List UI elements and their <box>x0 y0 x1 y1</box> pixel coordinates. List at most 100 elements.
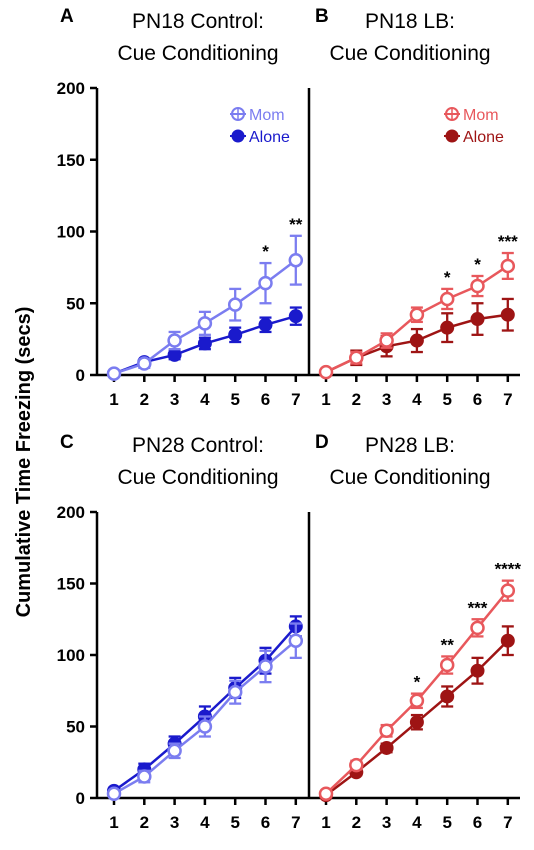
data-point-open <box>197 719 213 734</box>
x-tick-label: 6 <box>261 390 270 409</box>
data-point-open <box>470 278 485 294</box>
y-tick-label: 100 <box>57 646 85 665</box>
x-tick-label: 4 <box>200 390 210 409</box>
data-point-open <box>227 684 243 700</box>
x-tick-label: 4 <box>200 813 210 832</box>
x-tick-label: 1 <box>109 390 118 409</box>
x-tick-label: 3 <box>382 390 391 409</box>
data-point-filled <box>470 663 485 678</box>
x-tick-label: 4 <box>412 813 422 832</box>
series-mom <box>318 251 516 380</box>
y-tick-label: 50 <box>66 294 85 313</box>
x-tick-label: 6 <box>261 813 270 832</box>
series-alone <box>319 625 515 803</box>
x-tick-label: 6 <box>473 390 482 409</box>
legend-label: Alone <box>463 129 504 146</box>
significance-marker: * <box>474 255 481 274</box>
data-point-open <box>137 769 152 784</box>
x-tick-label: 6 <box>473 813 482 832</box>
panel-title-line2: Cue Conditioning <box>117 42 278 65</box>
data-point-filled <box>379 740 394 755</box>
data-point-open <box>439 291 455 307</box>
series-mom <box>318 579 516 801</box>
x-tick-label: 2 <box>140 390 149 409</box>
x-tick-label: 2 <box>352 390 361 409</box>
data-point-open <box>137 356 152 371</box>
significance-marker: * <box>262 242 269 261</box>
data-point-filled <box>409 333 424 348</box>
data-point-open <box>409 307 425 322</box>
series-alone <box>107 615 303 798</box>
data-point-filled <box>258 317 273 332</box>
significance-marker: * <box>444 268 451 287</box>
data-point-open <box>227 297 243 312</box>
data-point-open <box>500 258 516 274</box>
significance-marker: ** <box>289 215 303 234</box>
x-tick-label: 7 <box>503 390 512 409</box>
data-point-open <box>167 743 182 759</box>
data-point-filled <box>288 309 303 324</box>
data-point-filled <box>500 633 515 648</box>
data-point-open <box>500 583 516 598</box>
series-mom <box>106 234 304 381</box>
x-tick-label: 3 <box>170 390 179 409</box>
data-point-open <box>258 659 273 674</box>
x-tick-label: 1 <box>321 813 330 832</box>
x-tick-label: 2 <box>140 813 149 832</box>
y-tick-label: 150 <box>57 575 85 594</box>
data-point-filled <box>440 689 455 704</box>
data-point-open <box>288 633 304 648</box>
legend-label: Mom <box>463 107 499 124</box>
y-tick-label: 50 <box>66 718 85 737</box>
panel-title-line2: Cue Conditioning <box>329 466 490 489</box>
data-point-open <box>106 366 122 381</box>
y-tick-label: 200 <box>57 503 85 522</box>
data-point-open <box>318 364 334 380</box>
data-point-open <box>106 786 122 801</box>
data-point-open <box>379 723 394 739</box>
x-tick-label: 2 <box>352 813 361 832</box>
x-tick-label: 4 <box>412 390 422 409</box>
significance-marker: ** <box>441 635 455 654</box>
y-tick-label: 0 <box>76 789 85 808</box>
data-point-open <box>409 693 425 709</box>
x-tick-label: 7 <box>503 813 512 832</box>
data-point-filled <box>470 312 485 327</box>
significance-marker: *** <box>468 598 488 617</box>
legend: Mom Alone <box>230 107 290 146</box>
x-tick-label: 7 <box>291 390 300 409</box>
x-tick-label: 5 <box>442 813 451 832</box>
data-point-filled <box>197 336 212 351</box>
x-tick-label: 1 <box>321 390 330 409</box>
panels: A PN18 Control:Cue Conditioning0501001502… <box>57 6 522 832</box>
significance-marker: **** <box>495 560 522 579</box>
significance-marker: * <box>414 673 421 692</box>
data-point-open <box>197 316 213 331</box>
y-tick-label: 0 <box>76 366 85 385</box>
x-tick-label: 5 <box>230 390 239 409</box>
panel-title-line1: PN28 Control: <box>132 434 264 457</box>
shared-y-axis-label: Cumulative Time Freezing (secs) <box>13 307 35 618</box>
x-tick-label: 3 <box>170 813 179 832</box>
data-point-open <box>470 620 485 636</box>
series-mom <box>106 622 304 801</box>
data-point-open <box>349 350 364 366</box>
significance-marker: *** <box>498 232 518 251</box>
y-tick-label: 200 <box>57 79 85 98</box>
panel-title-line1: PN28 LB: <box>365 434 455 457</box>
x-tick-label: 5 <box>442 390 451 409</box>
data-point-open <box>288 252 304 268</box>
data-point-open <box>349 757 364 773</box>
legend-label: Mom <box>249 107 285 124</box>
data-point-filled <box>440 320 455 335</box>
data-point-filled <box>409 715 424 730</box>
legend: Mom Alone <box>444 107 504 146</box>
panel-title-line2: Cue Conditioning <box>117 466 278 489</box>
x-tick-label: 5 <box>230 813 239 832</box>
x-tick-label: 7 <box>291 813 300 832</box>
panel-letter: C <box>60 432 74 453</box>
x-tick-label: 1 <box>109 813 118 832</box>
data-point-open <box>379 333 394 348</box>
